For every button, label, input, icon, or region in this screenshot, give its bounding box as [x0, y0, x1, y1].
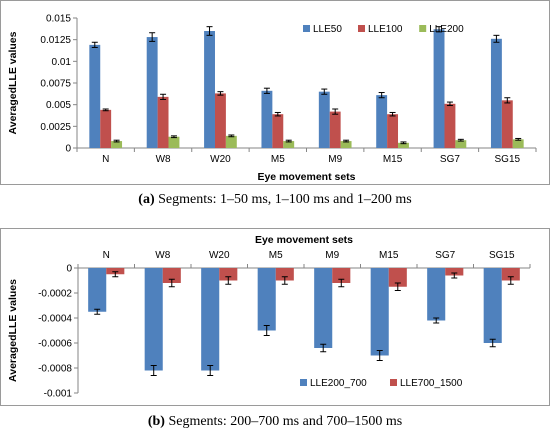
caption-b-label: (b) — [147, 414, 165, 429]
caption-a-text: Segments: 1–50 ms, 1–100 ms and 1–200 ms — [158, 192, 412, 207]
caption-a-label: (a) — [138, 192, 155, 207]
chart-a-bar — [204, 31, 215, 148]
chart-b-bar — [219, 268, 238, 281]
chart-b-category-label: M15 — [379, 250, 399, 261]
chart-a-legend-label: LLE200 — [429, 24, 464, 35]
chart-b-bar — [483, 268, 502, 343]
chart-b-y-axis-title: AveragedLLE values — [7, 279, 19, 382]
chart-a-category-label: W20 — [210, 154, 231, 165]
chart-a-bar — [146, 37, 158, 148]
chart-a-category-label: N — [102, 154, 109, 165]
chart-b-bar — [257, 268, 276, 331]
chart-a-legend-label: LLE100 — [368, 24, 403, 35]
chart-b-y-tick-label: -0.001 — [44, 389, 73, 400]
chart-a-bar — [340, 141, 352, 148]
chart-a-legend-swatch — [358, 25, 365, 32]
chart-a-y-tick-label: 0 — [65, 144, 71, 155]
chart-b-bar — [88, 268, 107, 312]
chart-b-bar — [106, 268, 125, 275]
chart-b-svg: 0 -0.0002 -0.0004 -0.0006 -0.0008 -0.001 N W8 W2… — [0, 228, 550, 406]
chart-a-category-label: SG15 — [495, 154, 521, 165]
chart-a-bar — [168, 136, 180, 148]
chart-a-category-label: M15 — [383, 154, 403, 165]
caption-a: (a) Segments: 1–50 ms, 1–100 ms and 1–20… — [0, 192, 550, 208]
chart-a-bar — [512, 139, 524, 148]
chart-b-bar — [275, 268, 294, 281]
chart-b-x-axis-title: Eye movement sets — [255, 234, 353, 246]
chart-a-y-tick-label: 0.01 — [52, 57, 72, 68]
chart-a-category-label: W8 — [156, 154, 171, 165]
chart-b-y-tick-label: -0.0008 — [38, 364, 72, 375]
chart-a-category-label: SG7 — [440, 154, 460, 165]
chart-b-bar — [332, 268, 351, 283]
chart-a-y-tick-label: 0.0025 — [40, 122, 71, 133]
chart-a-svg: 0 0.0025 0.005 0.0075 0.01 0.0125 0.015 N W8 W20 M… — [0, 0, 550, 185]
chart-a-bar — [329, 111, 341, 148]
chart-a-legend-swatch — [303, 25, 310, 32]
chart-a-bar — [490, 38, 502, 148]
chart-b-y-tick-label: -0.0006 — [38, 339, 72, 350]
chart-b-category-label: W20 — [209, 250, 230, 261]
chart-a-bar — [387, 114, 399, 148]
chart-b-category-label: M5 — [269, 250, 283, 261]
chart-b-category-label: M9 — [325, 250, 339, 261]
chart-a-y-tick-label: 0.0075 — [40, 79, 71, 90]
chart-b-bar — [427, 268, 446, 321]
chart-b-category-label: SG7 — [435, 250, 455, 261]
chart-b-bar — [144, 268, 163, 371]
chart-a-y-axis-title: AveragedLLE values — [7, 31, 19, 134]
chart-a-legend-swatch — [419, 25, 427, 32]
chart-b-bar — [370, 268, 389, 356]
chart-b-legend-label: LLE200_700 — [310, 378, 367, 389]
chart-b-y-tick-label: 0 — [66, 264, 72, 275]
chart-a-bar — [398, 142, 409, 148]
chart-a-bar — [433, 29, 445, 149]
chart-a-bar — [501, 100, 513, 148]
chart-b-bar — [388, 268, 407, 287]
chart-a-y-tick-label: 0.015 — [46, 14, 71, 25]
chart-b-legend-swatch — [390, 379, 397, 386]
chart-b-category-label: SG15 — [489, 250, 515, 261]
chart-b-bar — [501, 268, 520, 281]
chart-a-y-tick-label: 0.005 — [46, 100, 71, 111]
chart-a-bar — [111, 141, 123, 148]
chart-b-bar — [445, 268, 464, 276]
chart-a-bar — [376, 95, 388, 148]
chart-a-bar — [157, 96, 169, 148]
chart-a-category-label: M5 — [271, 154, 285, 165]
chart-b-legend-label: LLE700_1500 — [400, 378, 463, 389]
chart-b-category-label: W8 — [155, 250, 170, 261]
chart-a-y-tick-label: 0.0125 — [40, 35, 71, 46]
chart-b-y-tick-label: -0.0002 — [38, 289, 72, 300]
chart-a-bar — [225, 135, 237, 148]
chart-panel-b: 0 -0.0002 -0.0004 -0.0006 -0.0008 -0.001 N W8 W2… — [0, 228, 550, 406]
chart-a-bar — [283, 141, 295, 148]
chart-a-category-label: M9 — [328, 154, 342, 165]
chart-panel-a: 0 0.0025 0.005 0.0075 0.01 0.0125 0.015 N W8 W20 M… — [0, 0, 550, 185]
chart-b-y-tick-label: -0.0004 — [38, 314, 72, 325]
chart-b-category-label: N — [103, 250, 110, 261]
caption-b: (b) Segments: 200–700 ms and 700–1500 ms — [0, 414, 550, 430]
chart-a-bar — [214, 93, 226, 148]
chart-b-bar — [201, 268, 220, 371]
chart-a-bar — [444, 103, 456, 148]
chart-b-bar — [162, 268, 181, 283]
chart-a-bar — [100, 109, 112, 148]
chart-a-bar — [89, 44, 101, 148]
chart-a-x-axis-title: Eye movement sets — [257, 171, 355, 183]
chart-a-bar — [318, 91, 330, 148]
chart-b-bar — [314, 268, 333, 348]
caption-b-text: Segments: 200–700 ms and 700–1500 ms — [168, 414, 403, 429]
chart-a-bar — [272, 114, 284, 148]
chart-b-legend-swatch — [300, 379, 307, 386]
chart-a-legend-label: LLE50 — [313, 24, 342, 35]
chart-a-bar — [261, 90, 273, 148]
chart-a-bar — [455, 140, 467, 148]
